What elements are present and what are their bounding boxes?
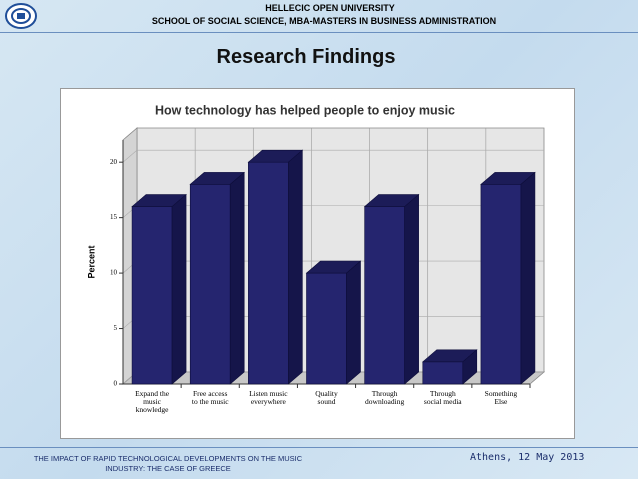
x-tick-label: Something Else: [484, 389, 518, 406]
logo: [5, 3, 37, 29]
bar-side: [288, 149, 303, 385]
footer-rule: [0, 447, 638, 448]
bar: [189, 171, 246, 385]
bar-front: [131, 206, 173, 385]
x-tick-label: Free access to the music: [191, 389, 229, 406]
bar-side: [462, 349, 478, 385]
y-axis-label: Percent: [86, 245, 96, 278]
x-tick-label: Quality sound: [315, 389, 338, 406]
school: SCHOOL OF SOCIAL SCIENCE, MBA-MASTERS IN…: [151, 16, 497, 26]
bar: [305, 260, 362, 385]
bar-side: [171, 193, 187, 385]
header-rule: [0, 32, 638, 33]
bar-side: [346, 260, 361, 385]
x-tick-label: Expand the music knowledge: [135, 389, 170, 414]
x-tick-label: Through downloading: [365, 389, 405, 406]
bar: [131, 193, 187, 385]
slide-title: Research Findings: [216, 46, 396, 68]
bar-front: [480, 184, 522, 385]
y-tick-label: 0: [114, 380, 118, 388]
bar: [480, 171, 536, 385]
y-tick-label: 5: [114, 324, 118, 332]
bar-side: [229, 171, 245, 385]
bar-front: [248, 161, 289, 385]
footer-right: Athens, 12 May 2013: [470, 452, 585, 463]
bar: [421, 349, 478, 385]
y-tick-label: 10: [110, 269, 118, 277]
university: HELLECIC OPEN UNIVERSITY: [265, 3, 395, 13]
x-tick-label: Through social media: [423, 389, 462, 406]
grid-line: [122, 149, 544, 163]
footer-left: THE IMPACT OF RAPID TECHNOLOGICAL DEVELO…: [33, 454, 303, 473]
bar-side: [404, 193, 419, 385]
chart-title: How technology has helped people to enjo…: [155, 103, 455, 117]
bar-front: [189, 184, 231, 385]
bar-front: [422, 361, 464, 385]
bar-side: [520, 171, 536, 385]
bar: [363, 193, 420, 385]
bar-front: [364, 206, 405, 385]
bar: [247, 149, 304, 385]
bar-front: [306, 272, 347, 385]
y-tick-label: 15: [110, 213, 118, 221]
x-tick-label: Listen music everywhere: [249, 389, 288, 406]
y-tick-label: 20: [110, 158, 118, 166]
